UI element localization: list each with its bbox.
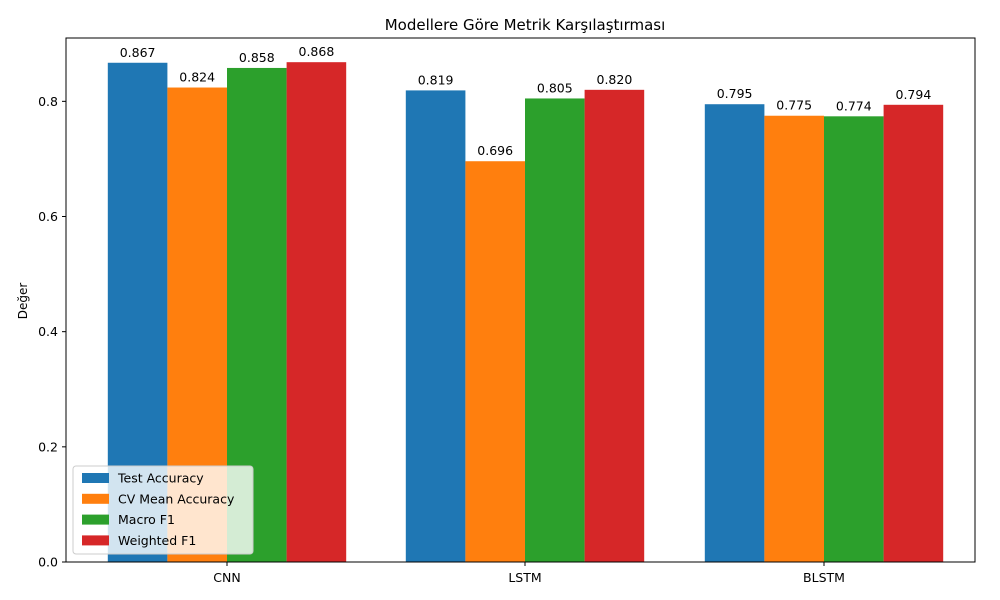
bar-value-label: 0.820 bbox=[597, 72, 633, 87]
legend-swatch bbox=[82, 493, 109, 504]
bar-value-label: 0.868 bbox=[299, 44, 335, 59]
bar-blstm-cv-mean-accuracy bbox=[764, 115, 824, 562]
plot-frame bbox=[65, 37, 976, 563]
bar-lstm-cv-mean-accuracy bbox=[465, 161, 525, 562]
x-tick-label: LSTM bbox=[508, 570, 541, 585]
legend-box bbox=[72, 465, 254, 555]
bar-lstm-weighted-f1 bbox=[584, 89, 645, 563]
bar-lstm-test-accuracy bbox=[405, 90, 466, 563]
bar-labels-layer: 0.867 0.824 0.858 0.868 0.819 0.696 0.805 0.820… bbox=[120, 44, 932, 158]
y-tick-label: 0.2 bbox=[38, 439, 58, 454]
bar-blstm-test-accuracy bbox=[704, 104, 765, 562]
chart-title: Modellere Göre Metrik Karşılaştırması bbox=[385, 16, 666, 34]
legend-label: Test Accuracy bbox=[117, 471, 204, 486]
bars-layer bbox=[107, 62, 944, 563]
bar-blstm-macro-f1 bbox=[824, 116, 884, 563]
legend-swatch bbox=[82, 473, 109, 483]
legend-label: Macro F1 bbox=[118, 512, 175, 527]
bar-value-label: 0.696 bbox=[477, 143, 513, 158]
legend-swatch bbox=[82, 535, 109, 546]
y-tick-label: 0.4 bbox=[38, 324, 58, 339]
bar-value-label: 0.819 bbox=[418, 72, 454, 87]
y-axis-label: Değer bbox=[16, 283, 30, 320]
x-tick-label: CNN bbox=[213, 570, 240, 585]
y-tick-label: 0.0 bbox=[38, 555, 58, 570]
bar-value-label: 0.824 bbox=[179, 70, 215, 85]
bar-value-label: 0.775 bbox=[776, 98, 812, 113]
x-tick-label: BLSTM bbox=[803, 570, 845, 585]
bar-lstm-macro-f1 bbox=[525, 98, 585, 562]
y-tick-label: 0.6 bbox=[38, 209, 58, 224]
bar-value-label: 0.867 bbox=[120, 45, 156, 60]
legend-label: CV Mean Accuracy bbox=[118, 491, 235, 506]
y-tick-label: 0.8 bbox=[38, 94, 58, 109]
x-axis: CNN LSTM BLSTM bbox=[213, 562, 845, 585]
y-axis: 0.0 0.2 0.4 0.6 0.8 bbox=[38, 94, 66, 570]
legend-swatch bbox=[82, 514, 109, 525]
legend-label: Weighted F1 bbox=[118, 533, 196, 548]
bar-cnn-weighted-f1 bbox=[286, 62, 347, 562]
bar-value-label: 0.774 bbox=[836, 98, 872, 113]
legend: Test Accuracy CV Mean Accuracy Macro F1 Wei… bbox=[72, 465, 254, 555]
bar-value-label: 0.858 bbox=[239, 50, 275, 65]
bar-blstm-weighted-f1 bbox=[883, 104, 944, 563]
bar-value-label: 0.794 bbox=[896, 87, 932, 102]
bar-value-label: 0.795 bbox=[717, 86, 753, 101]
bar-value-label: 0.805 bbox=[537, 80, 573, 95]
